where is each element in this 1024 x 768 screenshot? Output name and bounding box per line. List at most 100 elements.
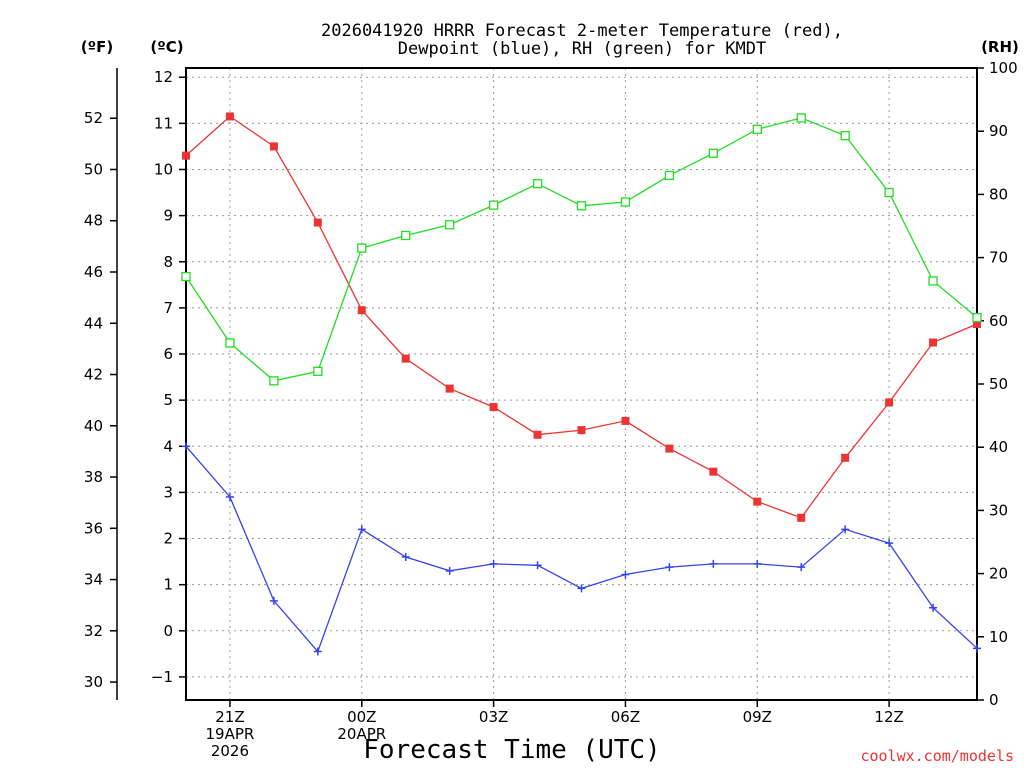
temperature-point — [621, 416, 630, 425]
rh-unit-label: (RH) — [981, 38, 1019, 56]
rh-point — [928, 276, 938, 286]
fahrenheit-tick-label: 30 — [84, 673, 103, 691]
celsius-tick-label: 12 — [154, 68, 173, 86]
temperature-point — [665, 444, 674, 453]
grid-layer — [186, 68, 977, 700]
temperature-point — [225, 112, 234, 121]
dewpoint-point — [182, 442, 190, 451]
x-tick-label: 20APR — [337, 725, 386, 743]
rh-point — [752, 124, 762, 134]
dewpoint-point — [357, 525, 366, 534]
rh-point — [269, 376, 279, 386]
rh-point — [401, 230, 411, 241]
rh-tick-label: 10 — [989, 628, 1008, 646]
temperature-point — [885, 398, 894, 407]
celsius-tick-label: 6 — [163, 345, 173, 363]
celsius-tick-label: 7 — [163, 299, 173, 317]
temperature-point — [182, 151, 190, 160]
temperature-point — [489, 403, 498, 412]
temperature-point — [357, 306, 366, 315]
dewpoint-point — [313, 647, 322, 656]
dewpoint-point — [885, 539, 894, 548]
temperature-point — [533, 430, 542, 439]
dewpoint-point — [709, 559, 718, 568]
temperature-point — [753, 497, 762, 506]
celsius-tick-label: 5 — [163, 391, 173, 409]
rh-point — [488, 200, 499, 210]
rh-tick-label: 80 — [989, 185, 1008, 203]
rh-point — [708, 148, 718, 158]
temperature-point — [841, 453, 850, 462]
celsius-tick-label: 2 — [163, 530, 173, 548]
chart-title-line-1: 2026041920 HRRR Forecast 2-meter Tempera… — [321, 21, 843, 41]
fahrenheit-tick-label: 50 — [84, 160, 103, 178]
temperature-point — [313, 218, 322, 227]
rh-point — [796, 113, 806, 123]
fahrenheit-tick-label: 40 — [84, 417, 103, 435]
dewpoint-point — [621, 570, 630, 579]
fahrenheit-tick-label: 32 — [84, 622, 103, 640]
temperature-point — [973, 320, 981, 329]
rh-tick-label: 70 — [989, 249, 1008, 267]
temperature-point — [269, 142, 278, 151]
series-layer — [181, 112, 982, 656]
x-tick-label: 2026 — [211, 742, 249, 760]
plot-frame — [185, 67, 978, 701]
temperature-point — [577, 426, 586, 435]
temperature-point — [445, 384, 454, 393]
x-tick-label: 19APR — [206, 725, 255, 743]
rh-tick-label: 100 — [989, 59, 1018, 77]
rh-point — [620, 197, 631, 207]
fahrenheit-tick-label: 34 — [84, 571, 103, 589]
celsius-tick-label: 4 — [163, 437, 173, 455]
fahrenheit-tick-label: 48 — [84, 212, 103, 230]
fahrenheit-tick-label: 42 — [84, 366, 103, 384]
celsius-tick-label: 0 — [163, 622, 173, 640]
dewpoint-point — [445, 566, 454, 575]
celsius-tick-label: −1 — [151, 668, 173, 686]
dewpoint-point — [533, 561, 542, 570]
temperature-point — [929, 338, 938, 347]
fahrenheit-tick-label: 46 — [84, 263, 103, 281]
temperature-point — [401, 354, 410, 363]
rh-point — [840, 130, 850, 141]
temperature-point — [797, 513, 806, 522]
dewpoint-point — [929, 603, 938, 612]
x-tick-label: 12Z — [874, 708, 903, 726]
rh-point — [972, 312, 982, 323]
dewpoint-point — [753, 559, 762, 568]
x-tick-label: 06Z — [611, 708, 640, 726]
dewpoint-point — [269, 596, 278, 605]
rh-point — [357, 243, 367, 253]
rh-point — [225, 338, 235, 348]
axis-layer: 303234363840424446485052−101234567891011… — [84, 59, 1018, 760]
rh-point — [532, 179, 543, 189]
rh-point — [445, 220, 455, 230]
x-tick-label: 09Z — [743, 708, 772, 726]
temperature-point — [709, 467, 718, 476]
celsius-unit-label: (ºC) — [150, 38, 183, 56]
dewpoint-point — [577, 584, 586, 593]
celsius-tick-label: 1 — [163, 576, 173, 594]
dewpoint-point — [489, 559, 498, 568]
celsius-tick-label: 8 — [163, 253, 173, 271]
rh-point — [313, 366, 323, 377]
rh-tick-label: 60 — [989, 312, 1008, 330]
rh-tick-label: 30 — [989, 501, 1008, 519]
x-tick-label: 00Z — [347, 708, 376, 726]
rh-tick-label: 50 — [989, 375, 1008, 393]
rh-point — [181, 271, 191, 282]
dewpoint-point — [841, 525, 850, 534]
celsius-tick-label: 9 — [163, 207, 173, 225]
fahrenheit-tick-label: 38 — [84, 468, 103, 486]
dewpoint-point — [401, 552, 410, 561]
x-tick-label: 03Z — [479, 708, 508, 726]
dewpoint-point — [973, 644, 981, 653]
rh-tick-label: 0 — [989, 691, 999, 709]
rh-tick-label: 90 — [989, 122, 1008, 140]
rh-series-line — [185, 117, 978, 382]
rh-tick-label: 20 — [989, 565, 1008, 583]
chart-title-line-2: Dewpoint (blue), RH (green) for KMDT — [398, 39, 766, 59]
celsius-tick-label: 11 — [154, 114, 173, 132]
